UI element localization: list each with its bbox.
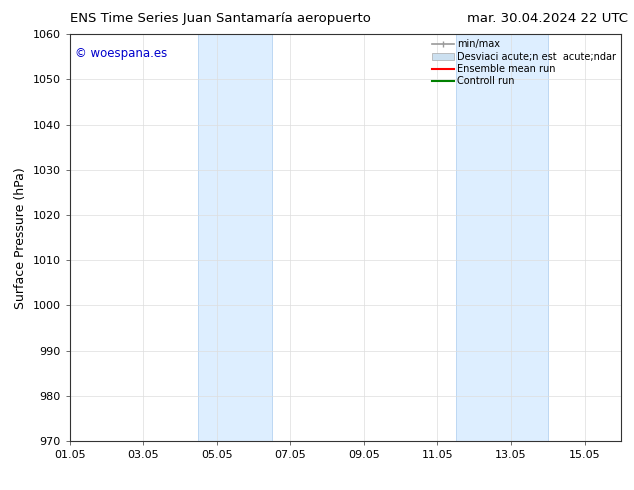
Legend: min/max, Desviaci acute;n est  acute;ndar, Ensemble mean run, Controll run: min/max, Desviaci acute;n est acute;ndar… [430,37,618,88]
Text: mar. 30.04.2024 22 UTC: mar. 30.04.2024 22 UTC [467,12,628,25]
Y-axis label: Surface Pressure (hPa): Surface Pressure (hPa) [14,167,27,309]
Bar [456,34,548,441]
Bar [198,34,272,441]
Text: ENS Time Series Juan Santamaría aeropuerto: ENS Time Series Juan Santamaría aeropuer… [70,12,371,25]
Text: © woespana.es: © woespana.es [75,47,167,59]
